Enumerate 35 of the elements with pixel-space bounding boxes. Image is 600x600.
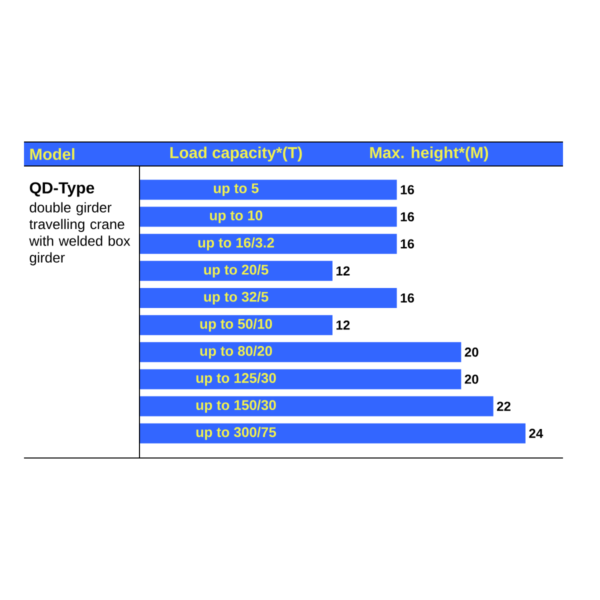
y-tick-label: up to 50/10 <box>200 318 272 332</box>
data-label: 16 <box>400 239 414 248</box>
bar <box>140 206 397 227</box>
data-label: 12 <box>336 266 350 276</box>
bar <box>140 423 526 444</box>
data-label: 16 <box>400 212 414 222</box>
data-label: 22 <box>496 402 510 411</box>
y-tick-label: up to 125/30 <box>196 372 276 386</box>
bar <box>140 234 397 254</box>
text: Model <box>30 148 74 160</box>
y-tick-label: up to 5 <box>214 183 259 196</box>
data-label: 20 <box>464 374 478 384</box>
data-label: 16 <box>400 185 414 194</box>
text: double girder travelling crane with welded box girder <box>29 202 130 266</box>
y-tick-label: up to 80/20 <box>200 346 272 359</box>
y-axis-title: Load capacity*(T) <box>170 146 302 162</box>
y-tick-label: up to 20/5 <box>204 264 268 278</box>
y-tick-label: up to 300/75 <box>196 426 276 440</box>
bar <box>140 315 332 336</box>
y-tick-label: up to 32/5 <box>204 291 268 305</box>
bar <box>140 260 332 281</box>
data-label: 12 <box>336 320 350 330</box>
y-tick-label: up to 16/3.2 <box>198 237 274 250</box>
y-tick-label: up to 10 <box>210 210 262 224</box>
y-tick-label: up to 150/30 <box>196 400 276 413</box>
bar <box>140 369 462 390</box>
bar <box>140 288 397 308</box>
bar <box>140 342 462 362</box>
x-axis-title: Max. height*(M) <box>370 146 488 162</box>
bar <box>140 396 494 416</box>
data-label: 16 <box>400 293 414 303</box>
data-label: 20 <box>464 348 478 357</box>
data-label: 24 <box>529 428 544 438</box>
text: QD-Type <box>30 182 94 197</box>
bar <box>140 180 397 200</box>
